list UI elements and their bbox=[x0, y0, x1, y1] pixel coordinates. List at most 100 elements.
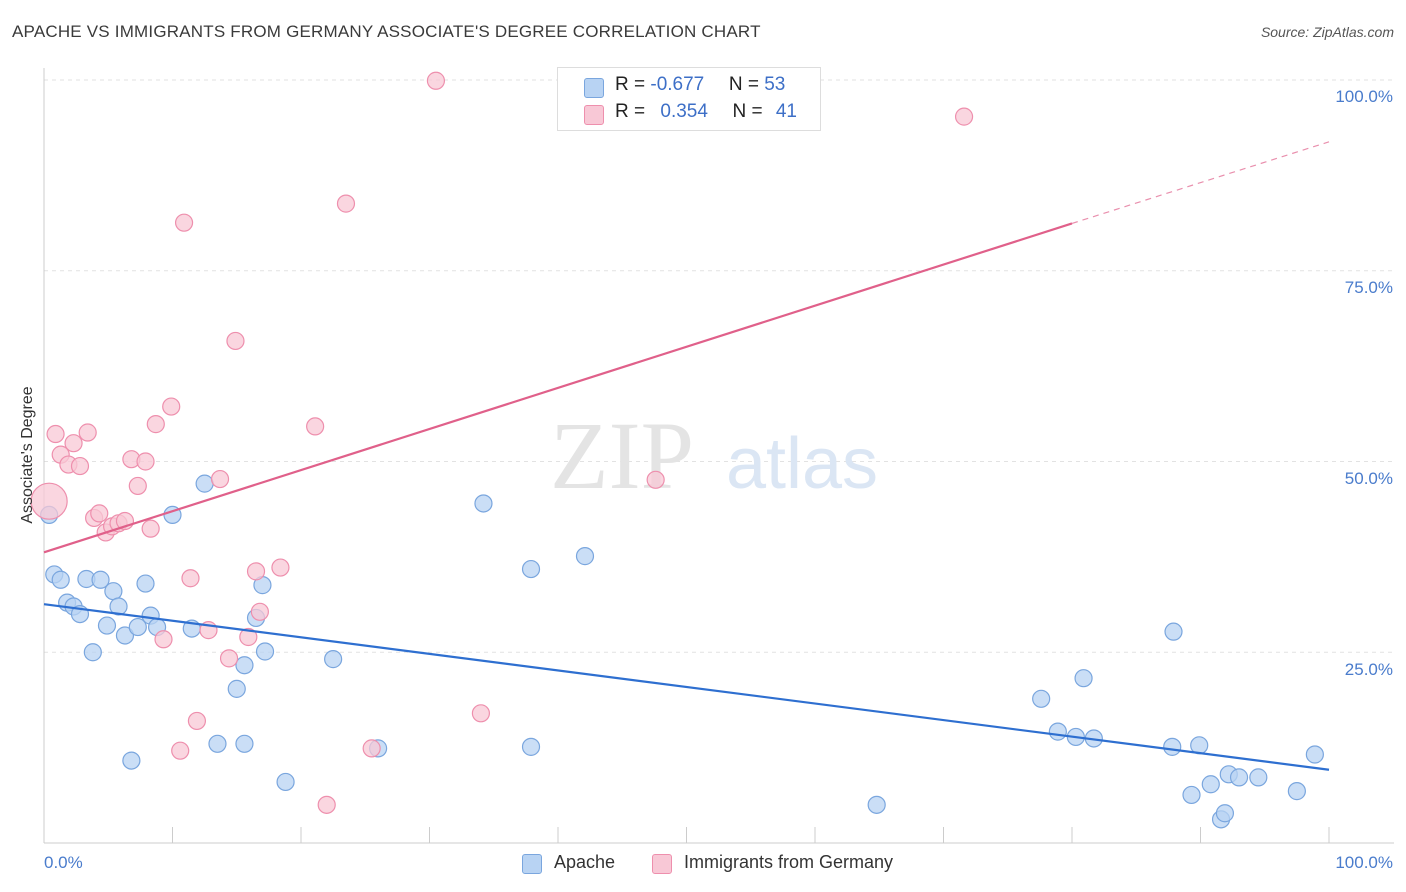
germany-trendline-extension bbox=[1071, 141, 1330, 225]
x-tick-label: 0.0% bbox=[44, 853, 83, 872]
n-value: 53 bbox=[764, 74, 786, 95]
apache-point bbox=[97, 616, 117, 635]
apache-point bbox=[255, 642, 275, 661]
germany-point bbox=[471, 704, 490, 723]
apache-trendline bbox=[43, 603, 1330, 771]
apache-point bbox=[91, 570, 110, 589]
r-value: -0.677 bbox=[650, 74, 705, 95]
germany-point bbox=[30, 482, 68, 520]
germany-point bbox=[187, 711, 207, 731]
chart-title: APACHE VS IMMIGRANTS FROM GERMANY ASSOCI… bbox=[12, 22, 761, 41]
watermark-atlas: atlas bbox=[726, 424, 878, 504]
apache-point bbox=[1229, 768, 1249, 787]
apache-point bbox=[521, 559, 541, 579]
apache-point bbox=[276, 772, 295, 792]
apache-swatch bbox=[584, 78, 604, 98]
germany-point bbox=[954, 107, 974, 126]
germany-point bbox=[154, 630, 173, 649]
apache-point bbox=[136, 574, 155, 593]
germany-trendline bbox=[43, 222, 1073, 554]
germany-stats-row: R = 0.354 N = 41 bbox=[615, 101, 797, 127]
apache-point bbox=[115, 626, 135, 645]
watermark: ZIP atlas bbox=[550, 402, 878, 509]
apache-point bbox=[235, 734, 254, 753]
apache-point bbox=[122, 751, 141, 770]
apache-point bbox=[1163, 737, 1182, 756]
apache-point bbox=[83, 643, 102, 662]
y-tick-label: 75.0% bbox=[1344, 278, 1393, 297]
y-tick-label: 25.0% bbox=[1344, 660, 1393, 679]
germany-point bbox=[246, 562, 266, 581]
points bbox=[30, 70, 1324, 829]
germany-point bbox=[646, 470, 665, 489]
apache-point bbox=[1305, 745, 1324, 764]
r-value: 0.354 bbox=[660, 101, 708, 122]
germany-point bbox=[306, 417, 325, 436]
legend-germany-swatch bbox=[652, 854, 672, 874]
apache-point bbox=[1287, 782, 1306, 801]
germany-swatch bbox=[584, 105, 604, 125]
germany-point bbox=[210, 469, 230, 489]
apache-point bbox=[521, 737, 541, 756]
apache-point bbox=[1074, 669, 1093, 688]
germany-point bbox=[78, 423, 97, 442]
germany-point bbox=[90, 504, 109, 523]
watermark-zip: ZIP bbox=[550, 402, 694, 509]
germany-point bbox=[336, 194, 356, 213]
apache-point bbox=[1182, 785, 1201, 805]
apache-point bbox=[51, 570, 70, 589]
apache-point bbox=[235, 656, 254, 675]
apache-point bbox=[867, 795, 886, 814]
x-tick-label: 100.0% bbox=[1335, 853, 1393, 872]
apache-point bbox=[208, 734, 227, 753]
germany-point bbox=[271, 558, 290, 577]
apache-point bbox=[324, 650, 343, 669]
apache-point bbox=[1048, 722, 1067, 741]
apache-point bbox=[104, 582, 123, 601]
apache-point bbox=[1164, 622, 1183, 641]
germany-point bbox=[136, 452, 155, 471]
apache-point bbox=[195, 474, 214, 493]
apache-point bbox=[474, 494, 493, 513]
apache-point bbox=[1215, 804, 1235, 823]
source-label: Source: ZipAtlas.com bbox=[1260, 24, 1394, 40]
apache-point bbox=[128, 617, 147, 637]
apache-point bbox=[1032, 689, 1051, 708]
apache-point bbox=[575, 547, 595, 566]
germany-point bbox=[219, 649, 239, 668]
germany-point bbox=[146, 415, 165, 434]
germany-point bbox=[317, 795, 336, 814]
germany-point bbox=[70, 456, 90, 476]
germany-point bbox=[128, 476, 147, 496]
germany-point bbox=[171, 741, 190, 760]
y-tick-label: 100.0% bbox=[1335, 87, 1393, 106]
legend-germany-label: Immigrants from Germany bbox=[684, 852, 894, 872]
gridlines bbox=[44, 79, 1394, 653]
apache-point bbox=[227, 679, 246, 698]
apache-point bbox=[109, 597, 128, 616]
germany-point bbox=[362, 739, 381, 758]
y-tick-label: 50.0% bbox=[1344, 469, 1393, 488]
germany-point bbox=[174, 213, 194, 232]
apache-point bbox=[1249, 768, 1268, 787]
germany-point bbox=[181, 569, 200, 588]
apache-stats-row: R = -0.677 N = 53 bbox=[615, 74, 785, 100]
n-label: N = bbox=[732, 101, 768, 122]
germany-point bbox=[250, 602, 269, 621]
axes bbox=[43, 68, 1394, 844]
germany-point bbox=[64, 434, 83, 453]
r-label: R = bbox=[615, 101, 651, 122]
germany-point bbox=[239, 627, 258, 647]
legend-apache-swatch bbox=[522, 854, 542, 874]
n-label: N = bbox=[728, 74, 765, 95]
trendlines bbox=[43, 141, 1330, 771]
germany-point bbox=[141, 519, 160, 538]
n-value: 41 bbox=[775, 101, 797, 122]
germany-point bbox=[46, 424, 65, 444]
germany-point bbox=[426, 71, 446, 90]
stats-legend: R = -0.677 N = 53 R = 0.354 N = 41 bbox=[557, 67, 821, 131]
germany-point bbox=[162, 397, 181, 416]
legend-apache-label: Apache bbox=[554, 852, 616, 872]
r-label: R = bbox=[615, 74, 651, 95]
